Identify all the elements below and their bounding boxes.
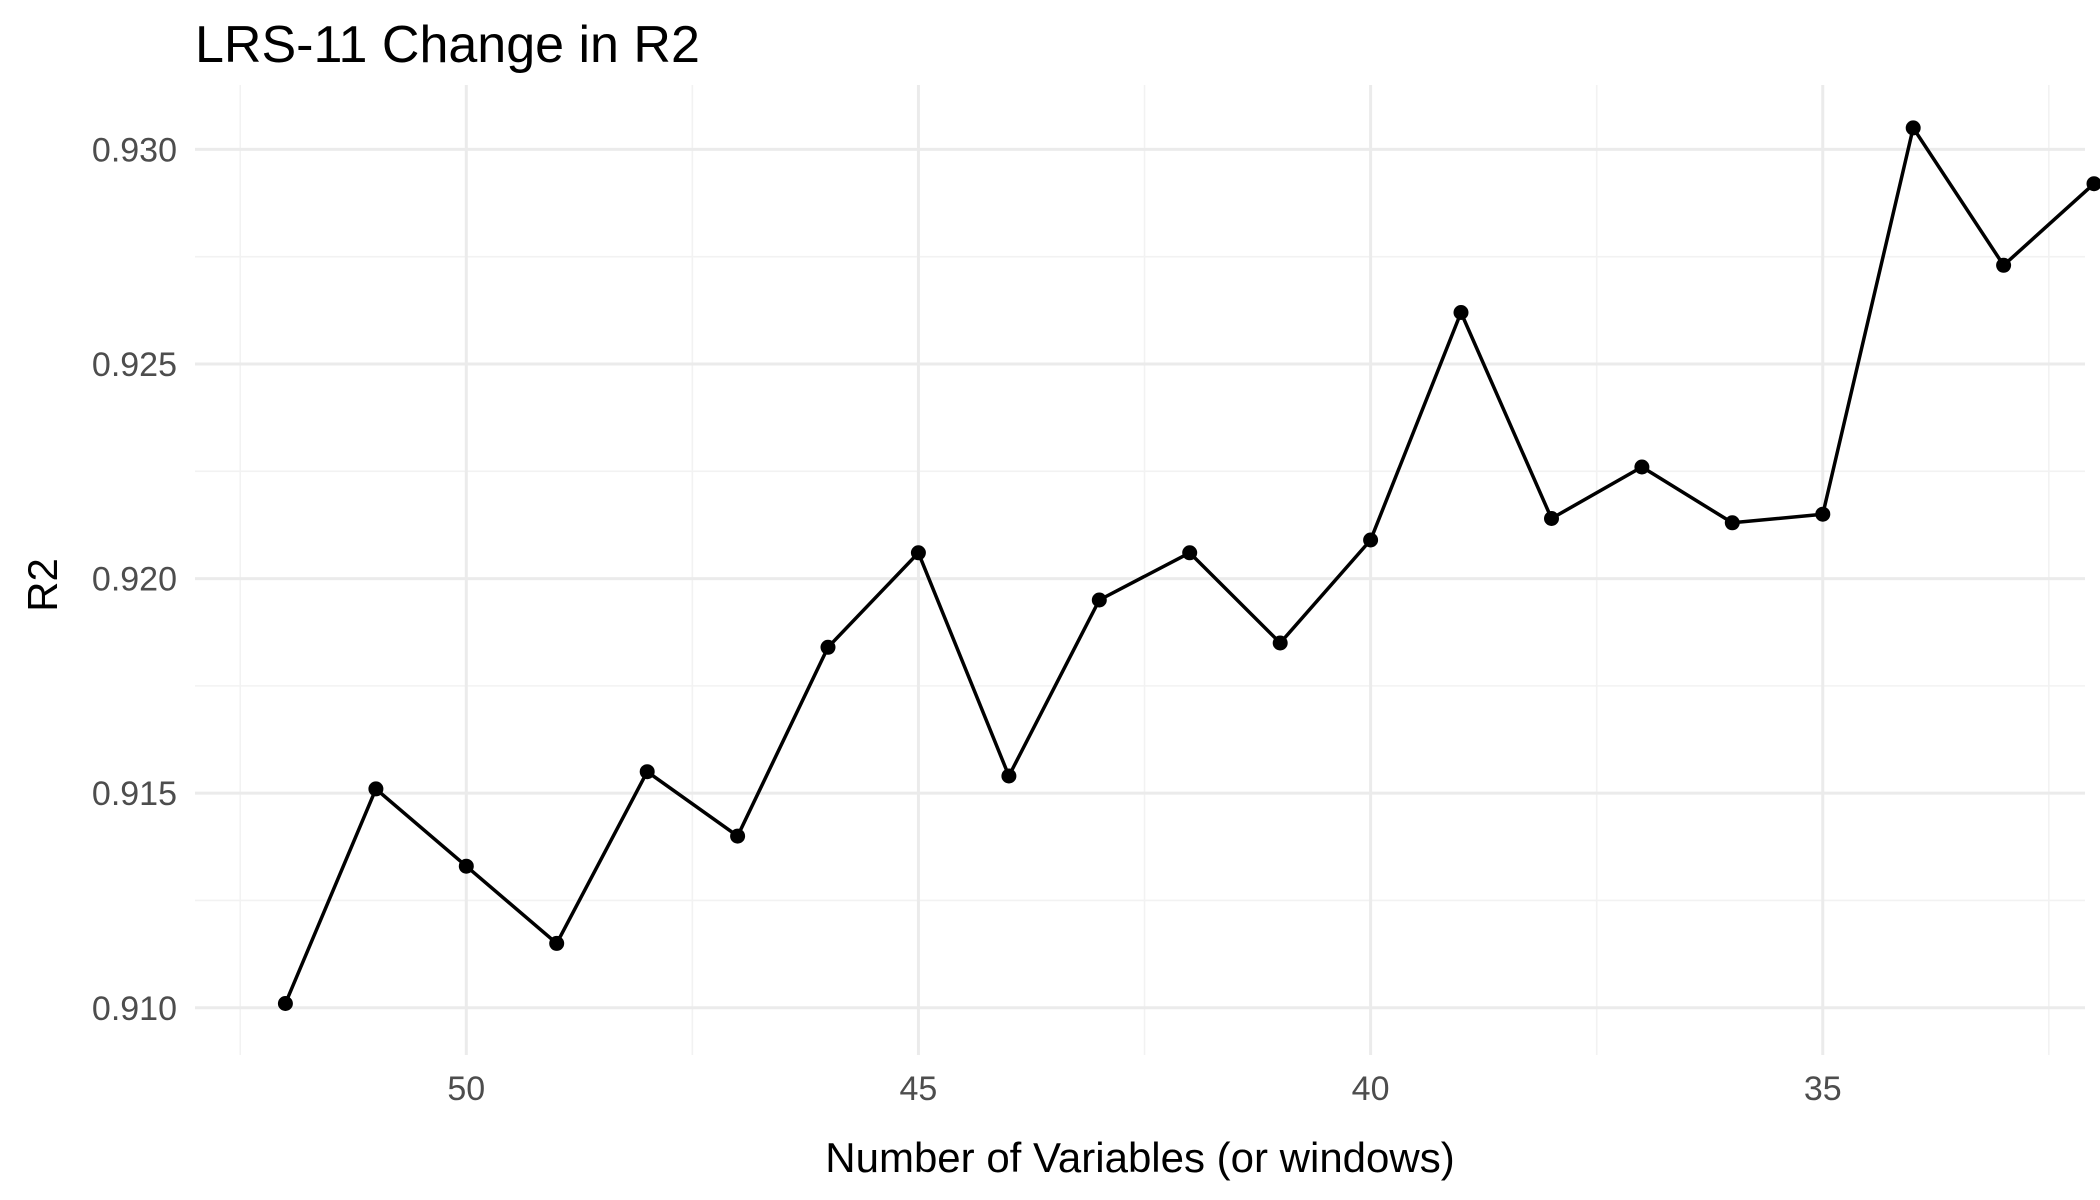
y-tick-label: 0.915: [92, 775, 177, 813]
y-tick-label: 0.920: [92, 561, 177, 599]
data-point: [639, 764, 655, 780]
x-axis-title: Number of Variables (or windows): [825, 1134, 1454, 1181]
data-point: [458, 858, 474, 874]
data-point: [1996, 257, 2012, 273]
data-point: [1634, 459, 1650, 475]
data-point: [1001, 768, 1017, 784]
data-point: [1182, 545, 1198, 561]
data-point: [1091, 592, 1107, 608]
y-axis-title: R2: [19, 558, 66, 612]
x-axis-tick-labels: 50 45 40 35: [447, 1070, 1841, 1108]
data-point: [820, 639, 836, 655]
x-tick-label: 50: [447, 1070, 485, 1108]
y-axis-tick-labels: 0.910 0.915 0.920 0.925 0.930: [92, 131, 177, 1027]
data-point: [1815, 506, 1831, 522]
data-point: [1905, 120, 1921, 136]
series-layer: [277, 120, 2100, 1011]
major-gridlines: [195, 85, 2085, 1055]
data-point: [1724, 515, 1740, 531]
data-point: [910, 545, 926, 561]
data-point: [1453, 305, 1469, 320]
data-point: [277, 996, 293, 1011]
y-tick-label: 0.930: [92, 131, 177, 169]
x-tick-label: 45: [900, 1070, 938, 1108]
data-point: [2086, 176, 2100, 192]
data-point: [730, 828, 746, 844]
data-point: [549, 935, 565, 951]
minor-gridlines: [195, 85, 2085, 1055]
chart-title: LRS-11 Change in R2: [195, 16, 700, 74]
x-tick-label: 35: [1804, 1070, 1842, 1108]
data-point: [1363, 532, 1379, 548]
y-tick-label: 0.925: [92, 346, 177, 384]
x-tick-label: 40: [1352, 1070, 1390, 1108]
data-point: [368, 781, 384, 797]
data-point: [1272, 635, 1288, 651]
data-point: [1544, 511, 1559, 526]
y-tick-label: 0.910: [92, 990, 177, 1028]
